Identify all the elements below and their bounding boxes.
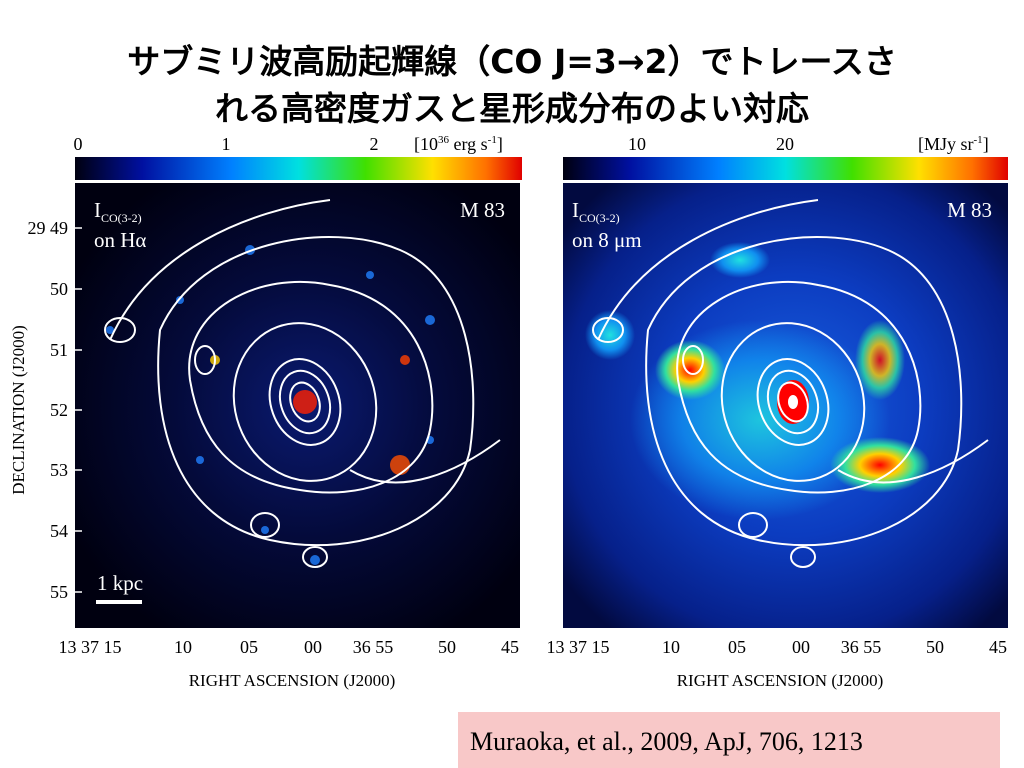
ra-tick-label: 10 [174, 637, 192, 657]
object-label: M 83 [460, 198, 505, 222]
ra-tick-label: 13 37 15 [59, 637, 122, 657]
dec-tick-label: 55 [50, 582, 68, 602]
ra-axis-label: RIGHT ASCENSION (J2000) [189, 671, 396, 690]
ra-tick-label: 05 [728, 637, 746, 657]
ra-ticks: 13 37 15 10 05 00 36 55 50 45 [547, 637, 1008, 657]
ra-axis-label: RIGHT ASCENSION (J2000) [677, 671, 884, 690]
colorbar [75, 157, 522, 180]
ra-tick-label: 50 [926, 637, 944, 657]
title-line: れる高密度ガスと星形成分布のよい対応 [215, 89, 809, 128]
dec-tick-label: 51 [50, 340, 68, 360]
emission-blobs [585, 242, 930, 520]
colorbar-tick: 1 [222, 134, 231, 154]
citation: Muraoka, et al., 2009, ApJ, 706, 1213 [470, 727, 863, 756]
colorbar [563, 157, 1008, 180]
panel-label: ICO(3-2) [572, 198, 620, 225]
ra-tick-label: 00 [304, 637, 322, 657]
object-label: M 83 [947, 198, 992, 222]
ra-tick-label: 36 55 [841, 637, 882, 657]
ra-ticks: 13 37 15 10 05 00 36 55 50 45 [59, 637, 520, 657]
ra-tick-label: 05 [240, 637, 258, 657]
title-line: サブミリ波高励起輝線（CO J=3→2）でトレースさ [127, 42, 897, 81]
colorbar-unit: [1036 erg s-1] [414, 134, 503, 154]
ra-tick-label: 45 [501, 637, 519, 657]
panel-label: on Hα [94, 228, 146, 252]
ra-tick-label: 36 55 [353, 637, 394, 657]
contours [592, 199, 989, 568]
scale-bar [96, 600, 142, 604]
ra-tick-label: 50 [438, 637, 456, 657]
dec-tick-label: 53 [50, 460, 68, 480]
colorbar-tick: 20 [776, 134, 794, 154]
ra-tick-label: 00 [792, 637, 810, 657]
colorbar-tick: 0 [74, 134, 83, 154]
scale-label: 1 kpc [97, 571, 143, 595]
panel-label: ICO(3-2) [94, 198, 142, 225]
dec-tick-label: 50 [50, 279, 68, 299]
dec-tick-label: 54 [50, 521, 68, 541]
colorbar-tick: 10 [628, 134, 646, 154]
panel-label: on 8 μm [572, 228, 642, 252]
citation-box [458, 712, 1000, 768]
colorbar-unit: [MJy sr-1] [918, 134, 989, 154]
ra-tick-label: 45 [989, 637, 1007, 657]
dec-tick-label: 29 49 [28, 218, 69, 238]
dec-ticks: 29 49 50 51 52 53 54 55 [28, 218, 82, 602]
dec-tick-label: 52 [50, 400, 68, 420]
contours [104, 199, 501, 568]
colorbar-tick: 2 [370, 134, 379, 154]
ra-tick-label: 13 37 15 [547, 637, 610, 657]
dec-axis-label: DECLINATION (J2000) [9, 325, 28, 495]
ra-tick-label: 10 [662, 637, 680, 657]
